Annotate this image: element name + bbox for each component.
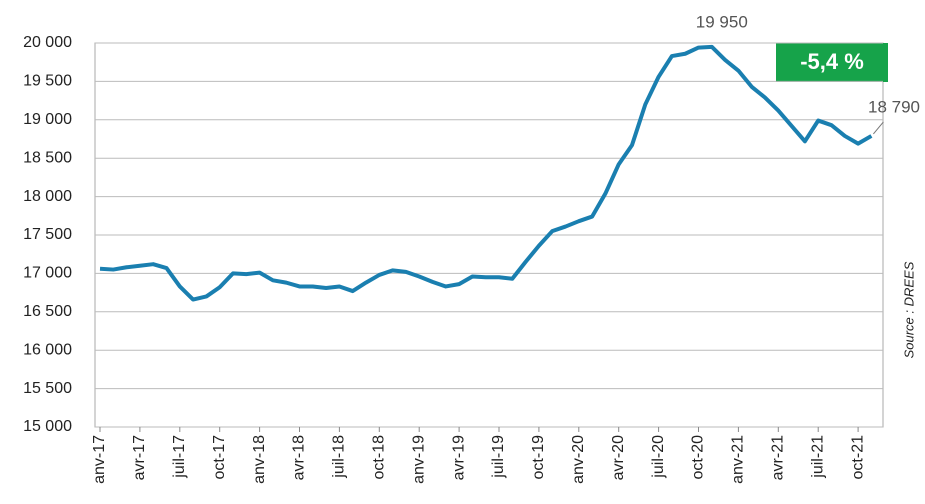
x-tick-label: oct-18 (371, 435, 388, 480)
y-tick-label: 18 500 (23, 149, 72, 166)
change-box (776, 43, 888, 82)
change-label: -5,4 % (800, 49, 864, 74)
y-tick-label: 16 000 (23, 341, 72, 358)
last-label: 18 790 (868, 97, 920, 116)
max-label: 19 950 (696, 12, 748, 31)
x-tick-label: anv-17 (91, 435, 108, 484)
x-tick-label: juil-17 (171, 435, 188, 479)
y-tick-label: 19 000 (23, 111, 72, 128)
x-tick-label: oct-17 (211, 435, 228, 480)
x-tick-label: avr-20 (610, 435, 627, 480)
x-tick-label: avr-21 (770, 435, 787, 480)
x-tick-label: juil-18 (331, 435, 348, 479)
x-tick-label: avr-19 (450, 435, 467, 480)
x-tick-label: avr-18 (291, 435, 308, 480)
y-tick-label: 17 500 (23, 226, 72, 243)
y-tick-label: 19 500 (23, 73, 72, 90)
y-tick-label: 16 500 (23, 303, 72, 320)
y-tick-label: 15 500 (23, 380, 72, 397)
source: Source : DREES (901, 261, 916, 358)
y-tick-label: 18 000 (23, 188, 72, 205)
x-tick-label: anv-21 (730, 435, 747, 484)
x-tick-label: avr-17 (131, 435, 148, 480)
x-tick-label: juil-19 (490, 435, 507, 479)
x-tick-label: juil-20 (650, 435, 667, 479)
x-tick-label: anv-20 (570, 435, 587, 484)
x-tick-label: anv-18 (251, 435, 268, 484)
y-tick-label: 15 000 (23, 418, 72, 435)
line (99, 44, 873, 302)
y-tick-label: 17 000 (23, 265, 72, 282)
x-tick-label: oct-19 (530, 435, 547, 480)
y-tick-label: 20 000 (23, 34, 72, 51)
x-tick-label: oct-21 (849, 435, 866, 480)
x-tick-label: juil-21 (809, 435, 826, 479)
leader (873, 121, 884, 135)
x-tick-label: anv-19 (410, 435, 427, 484)
x-tick-label: oct-20 (690, 435, 707, 480)
